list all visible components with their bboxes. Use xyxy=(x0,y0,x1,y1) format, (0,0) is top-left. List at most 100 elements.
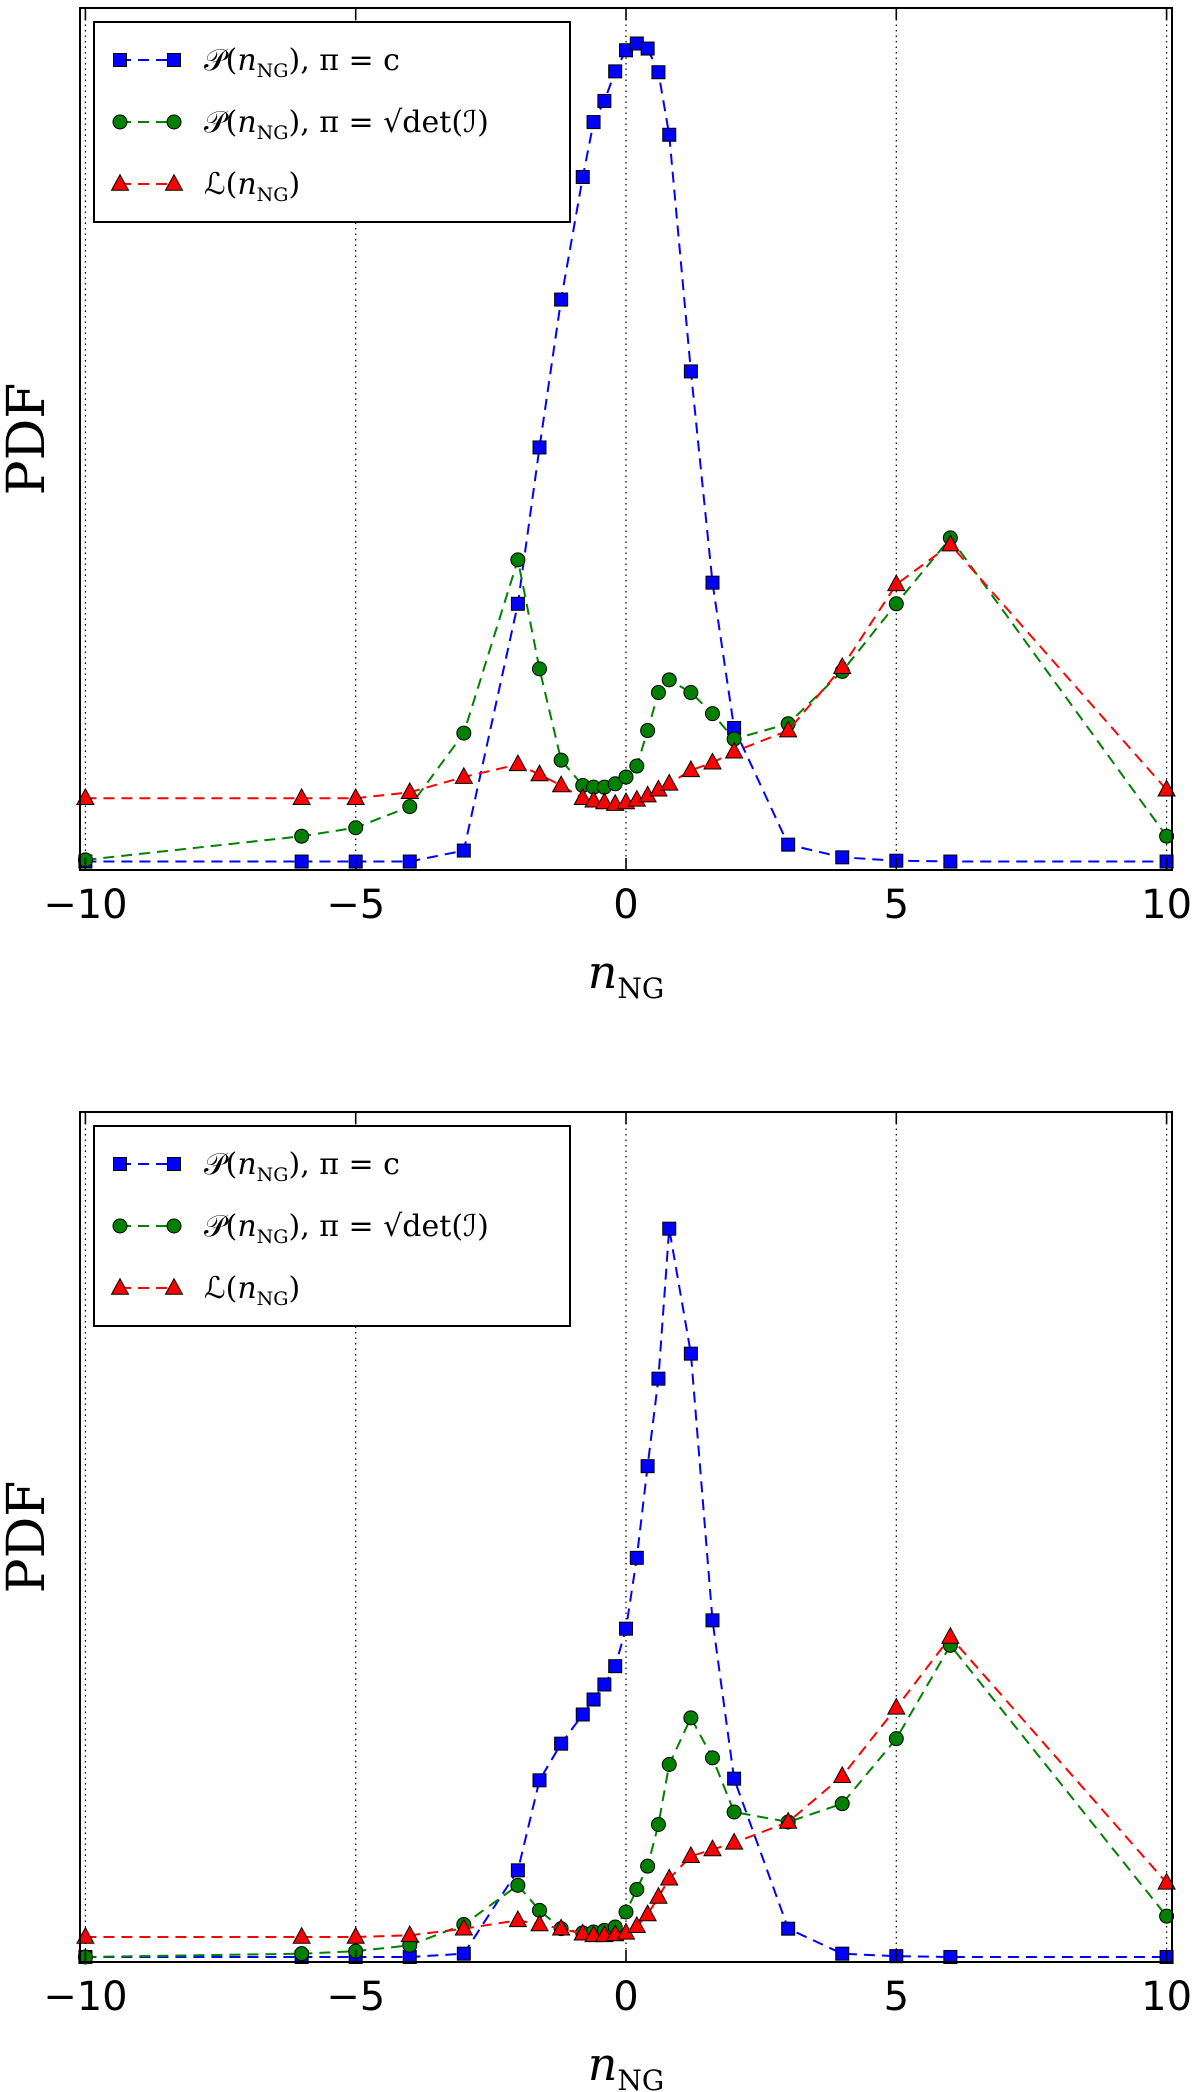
data-point xyxy=(402,854,417,869)
data-point xyxy=(597,93,612,108)
data-point xyxy=(294,828,310,844)
legend-label: ℒ(nNG) xyxy=(204,1271,300,1310)
data-point xyxy=(778,720,798,738)
data-point xyxy=(510,1877,526,1893)
legend-label: 𝒫(nNG), π = √det(ℐ) xyxy=(204,1209,489,1248)
data-point xyxy=(554,1736,569,1751)
legend-marker xyxy=(110,173,130,191)
data-point xyxy=(618,1904,634,1920)
data-point xyxy=(627,1915,647,1933)
data-point xyxy=(683,685,699,701)
data-point xyxy=(76,787,95,805)
series-3 xyxy=(76,1626,1176,1944)
legend-marker xyxy=(166,114,182,130)
legend: 𝒫(nNG), π = c 𝒫(nNG), π = √det(ℐ) ℒ(nNG) xyxy=(93,1125,571,1327)
legend-marker xyxy=(113,1157,127,1171)
legend-label: ℒ(nNG) xyxy=(204,167,300,206)
data-point xyxy=(640,723,656,739)
data-point xyxy=(619,1621,633,1636)
data-point xyxy=(532,1773,547,1788)
data-point xyxy=(454,766,474,784)
data-point xyxy=(530,764,549,782)
data-point xyxy=(835,850,850,865)
legend: 𝒫(nNG), π = c 𝒫(nNG), π = √det(ℐ) ℒ(nNG) xyxy=(93,21,571,223)
data-point xyxy=(292,787,311,805)
data-point xyxy=(346,1926,366,1944)
data-point xyxy=(584,790,603,808)
data-point xyxy=(456,725,472,741)
data-point xyxy=(400,781,420,800)
data-point xyxy=(629,1882,645,1897)
legend-marker xyxy=(112,1218,128,1234)
data-point xyxy=(704,1750,720,1766)
data-point xyxy=(943,1950,958,1964)
data-point xyxy=(400,1924,420,1943)
data-point xyxy=(402,799,418,815)
data-point xyxy=(649,1886,668,1904)
data-point xyxy=(629,758,645,774)
data-point xyxy=(553,752,569,768)
data-point xyxy=(551,775,571,793)
legend-label: 𝒫(nNG), π = c xyxy=(204,1147,400,1186)
data-point xyxy=(705,1613,720,1628)
data-point xyxy=(586,115,601,130)
data-point xyxy=(832,656,852,674)
data-point xyxy=(1159,1908,1175,1924)
data-point xyxy=(703,752,722,770)
series-3 xyxy=(76,534,1176,811)
legend-entry-2: 𝒫(nNG), π = √det(ℐ) xyxy=(112,1209,489,1248)
data-point xyxy=(573,1923,593,1941)
x-tick-label: −10 xyxy=(43,882,127,928)
legend-marker xyxy=(113,53,127,67)
data-point xyxy=(508,754,528,772)
legend-entry-1: 𝒫(nNG), π = c xyxy=(113,1147,400,1186)
data-point xyxy=(651,65,666,80)
data-point xyxy=(456,1946,471,1961)
data-point xyxy=(348,820,364,836)
data-point xyxy=(575,1707,590,1722)
data-point xyxy=(510,1863,525,1878)
data-point xyxy=(586,1692,601,1707)
data-point xyxy=(781,837,796,852)
data-point xyxy=(681,759,701,778)
data-point xyxy=(530,1914,549,1932)
data-point xyxy=(888,596,904,612)
legend-marker xyxy=(167,1157,181,1171)
data-point xyxy=(727,1771,742,1786)
data-point xyxy=(608,64,623,79)
x-tick-label: −10 xyxy=(43,1974,127,2020)
data-point xyxy=(651,1371,666,1386)
data-point xyxy=(575,170,590,185)
data-point xyxy=(554,292,569,307)
data-point xyxy=(597,1677,612,1692)
data-point xyxy=(835,1946,850,1961)
x-axis-label: nNG xyxy=(588,2037,665,2092)
data-point xyxy=(726,1804,742,1820)
data-point xyxy=(886,1697,906,1715)
data-point xyxy=(573,787,593,805)
data-point xyxy=(532,440,547,455)
data-point xyxy=(681,1845,701,1863)
y-axis-label: PDF xyxy=(0,383,57,496)
data-point xyxy=(683,1346,698,1361)
data-point xyxy=(510,552,526,568)
data-point xyxy=(832,1765,852,1783)
legend-label: 𝒫(nNG), π = c xyxy=(204,43,400,82)
legend-entry-3: ℒ(nNG) xyxy=(110,167,300,206)
data-point xyxy=(607,776,623,792)
data-point xyxy=(76,1926,95,1944)
data-point xyxy=(638,1904,657,1922)
x-tick-label: −5 xyxy=(326,882,385,928)
data-point xyxy=(724,1832,744,1850)
x-tick-label: 10 xyxy=(1141,882,1192,928)
data-point xyxy=(551,1918,571,1936)
data-point xyxy=(781,1921,796,1936)
legend-entry-2: 𝒫(nNG), π = √det(ℐ) xyxy=(112,105,489,144)
data-point xyxy=(456,843,471,858)
data-point xyxy=(454,1918,474,1936)
data-point xyxy=(640,1858,656,1874)
data-point xyxy=(650,685,666,701)
